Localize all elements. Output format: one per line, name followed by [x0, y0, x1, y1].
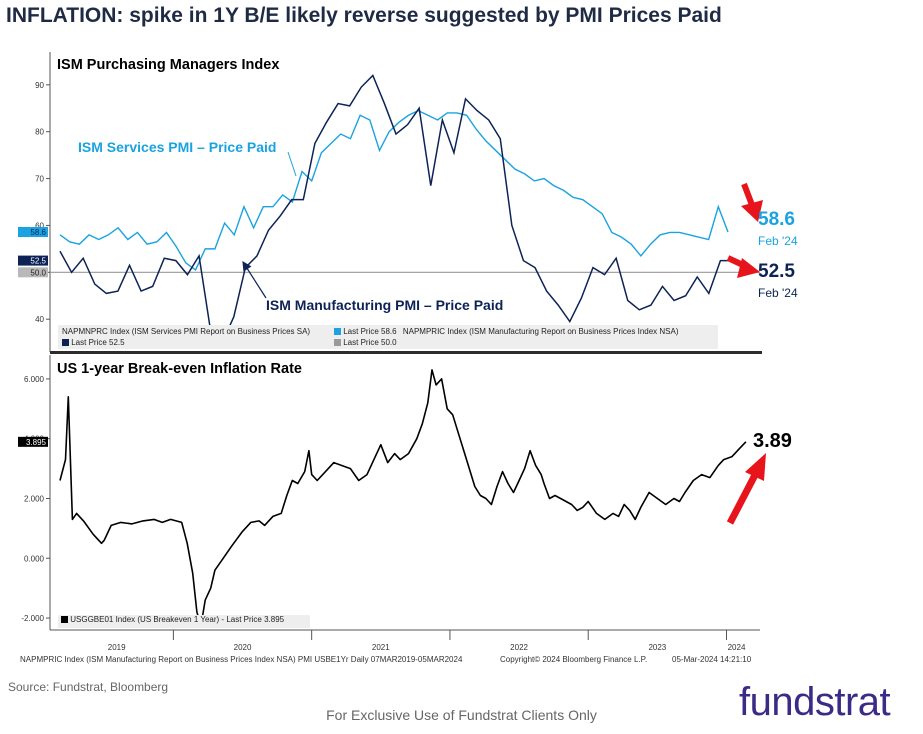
fundstrat-logo: fundstrat — [739, 680, 891, 724]
legend-services-swatch — [334, 328, 341, 335]
breakeven-y-tick-label: -2.000 — [21, 614, 44, 623]
manufacturing-series-line — [59, 74, 732, 344]
pmi-axis-tag-label: 58.6 — [30, 228, 46, 237]
disclaimer-footer: For Exclusive Use of Fundstrat Clients O… — [326, 707, 597, 723]
legend-services-last: Last Price 58.6 — [343, 327, 397, 336]
pmi-chart: 40506070809058.652.550.0 — [18, 52, 760, 352]
bloomberg-footer-right: 05-Mar-2024 14:21:10 — [672, 655, 752, 664]
breakeven-chart-title: US 1-year Break-even Inflation Rate — [57, 361, 302, 377]
pmi-legend: NAPMNPRC Index (ISM Services PMI Report … — [58, 325, 718, 349]
legend-reference-last: Last Price 50.0 — [343, 338, 397, 347]
pmi-y-tick-label: 90 — [35, 81, 44, 90]
breakeven-x-tick-label: 2020 — [234, 643, 252, 652]
legend-services-name: NAPMNPRC Index (ISM Services PMI Report … — [62, 327, 311, 336]
breakeven-x-tick-label: 2021 — [372, 643, 390, 652]
manufacturing-callout-date: Feb '24 — [758, 286, 798, 300]
breakeven-y-tick-label: 2.000 — [24, 494, 45, 503]
breakeven-x-tick-label: 2024 — [728, 643, 746, 652]
pmi-y-tick-label: 70 — [35, 175, 44, 184]
pmi-axis-tag — [18, 227, 48, 237]
pmi-y-tick-label: 80 — [35, 128, 44, 137]
pmi-chart-title: ISM Purchasing Managers Index — [57, 57, 280, 73]
page-title: INFLATION: spike in 1Y B/E likely revers… — [6, 4, 722, 27]
services-callout-value: 58.6 — [758, 209, 795, 230]
breakeven-axis-tag — [18, 436, 48, 447]
bloomberg-footer-left: NAPMPRIC Index (ISM Manufacturing Report… — [20, 655, 463, 664]
legend-manufacturing-name: NAPMPRIC Index (ISM Manufacturing Report… — [402, 327, 679, 336]
breakeven-legend: USGGBE01 Index (US Breakeven 1 Year) - L… — [58, 615, 310, 628]
pmi-panel: 40506070809058.652.550.0 — [18, 52, 760, 352]
breakeven-axis-tag-label: 3.895 — [26, 438, 47, 447]
source-note: Source: Fundstrat, Bloomberg — [8, 680, 169, 694]
breakeven-x-tick-label: 2023 — [648, 643, 666, 652]
breakeven-x-tick-label: 2022 — [510, 643, 528, 652]
legend-manufacturing-swatch — [62, 339, 69, 346]
breakeven-series-line — [59, 369, 747, 627]
pmi-axis-tag-label: 50.0 — [30, 268, 46, 277]
pmi-y-tick-label: 60 — [35, 221, 44, 230]
legend-breakeven-label: USGGBE01 Index (US Breakeven 1 Year) - L… — [70, 615, 285, 624]
legend-reference-swatch — [334, 339, 341, 346]
breakeven-chart: -2.0000.0002.0004.0006.00020192020202120… — [18, 355, 760, 652]
legend-breakeven-swatch — [61, 616, 68, 623]
pmi-y-tick-label: 40 — [35, 315, 44, 324]
bloomberg-footer-middle: Copyright© 2024 Bloomberg Finance L.P. — [500, 655, 648, 664]
breakeven-x-tick-label: 2019 — [108, 643, 126, 652]
legend-manufacturing-last: Last Price 52.5 — [71, 338, 125, 347]
services-callout-date: Feb '24 — [758, 234, 798, 248]
pmi-axis-tag — [18, 267, 48, 278]
breakeven-panel: -2.0000.0002.0004.0006.00020192020202120… — [18, 355, 760, 655]
breakeven-y-tick-label: 6.000 — [24, 375, 45, 384]
panel-divider — [50, 351, 762, 354]
pmi-axis-tag — [18, 255, 48, 266]
services-series-line — [59, 109, 729, 272]
pmi-axis-tag-label: 52.5 — [30, 257, 46, 266]
breakeven-y-tick-label: 0.000 — [24, 554, 45, 563]
manufacturing-callout-value: 52.5 — [758, 261, 795, 282]
